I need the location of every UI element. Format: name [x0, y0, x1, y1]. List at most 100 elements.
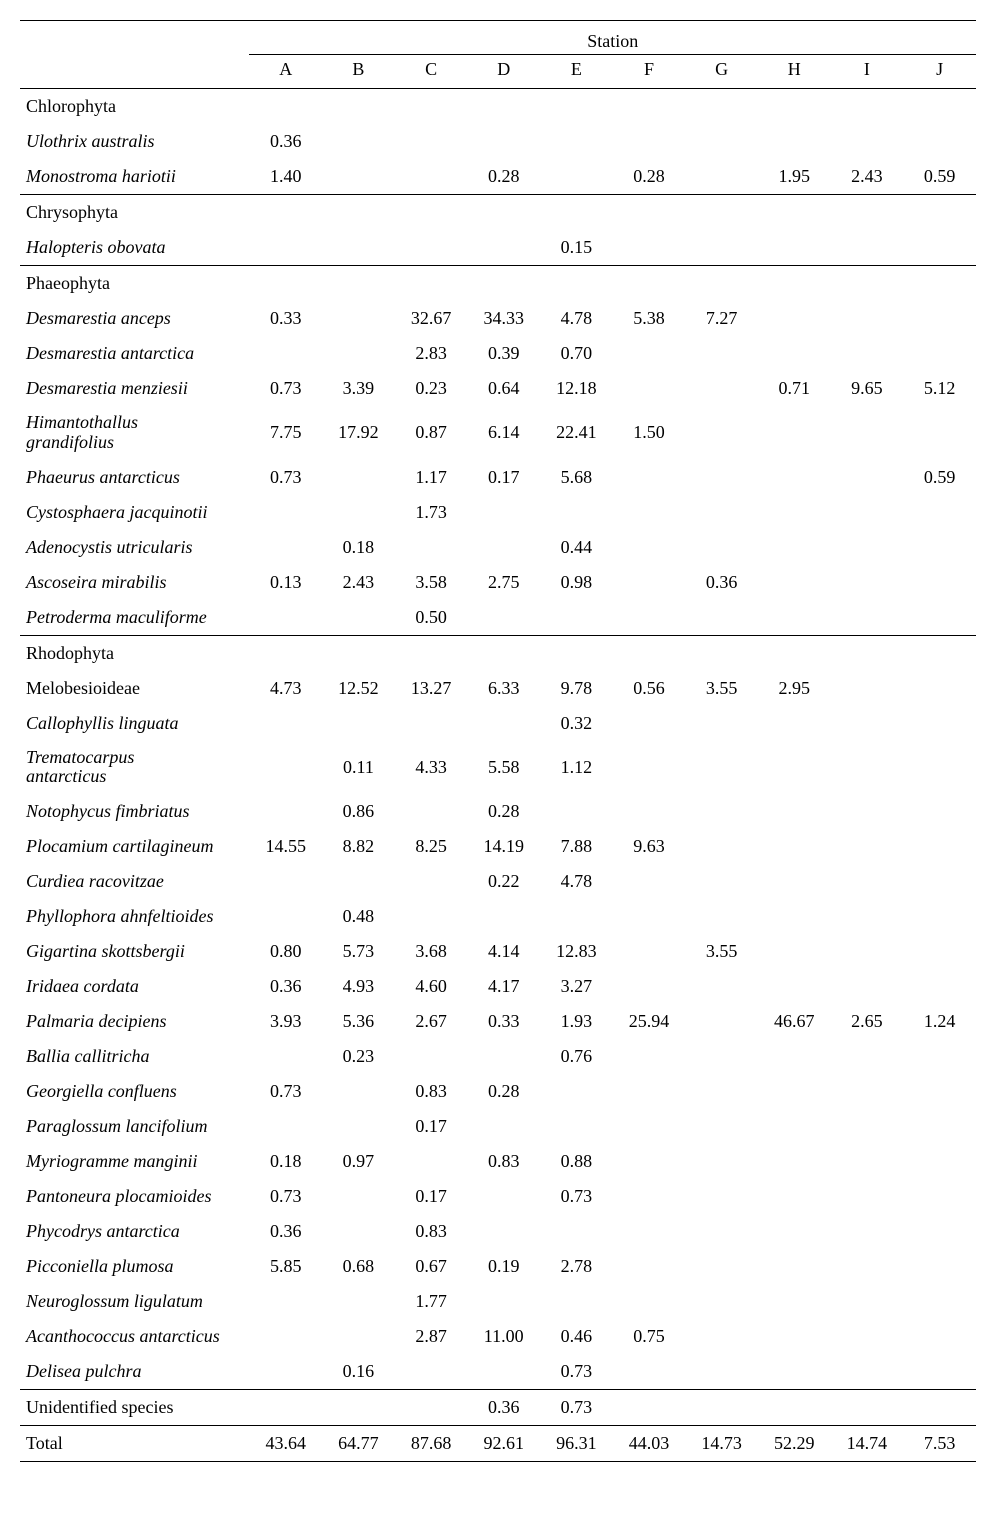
data-cell [613, 371, 686, 406]
data-cell [685, 969, 758, 1004]
species-name: Gigartina skottsbergii [20, 934, 249, 969]
data-cell [831, 406, 904, 460]
data-cell: 0.71 [758, 371, 831, 406]
data-cell [467, 230, 540, 266]
data-cell: 0.36 [685, 565, 758, 600]
col-H: H [758, 55, 831, 89]
data-cell [249, 1039, 322, 1074]
data-cell: 0.59 [903, 460, 976, 495]
data-cell [540, 1214, 613, 1249]
data-cell [831, 460, 904, 495]
header-columns-row: A B C D E F G H I J [20, 55, 976, 89]
data-cell [322, 336, 395, 371]
empty-cell [685, 89, 758, 125]
data-cell [322, 495, 395, 530]
data-cell: 5.12 [903, 371, 976, 406]
data-cell: 3.93 [249, 1004, 322, 1039]
empty-cell [758, 635, 831, 671]
data-cell [249, 864, 322, 899]
data-cell: 0.73 [249, 371, 322, 406]
data-cell [395, 1354, 468, 1390]
data-cell: 13.27 [395, 671, 468, 706]
data-cell [322, 159, 395, 195]
data-cell [758, 1249, 831, 1284]
data-cell [903, 406, 976, 460]
group-label: Rhodophyta [20, 635, 249, 671]
data-cell: 0.44 [540, 530, 613, 565]
data-cell [758, 1179, 831, 1214]
empty-cell [540, 635, 613, 671]
data-cell: 7.27 [685, 301, 758, 336]
empty-cell [613, 635, 686, 671]
data-cell [467, 899, 540, 934]
data-cell [831, 741, 904, 795]
data-cell: 0.15 [540, 230, 613, 266]
data-cell [322, 864, 395, 899]
data-cell [758, 406, 831, 460]
data-cell [685, 794, 758, 829]
data-cell: 14.73 [685, 1426, 758, 1462]
data-cell [467, 124, 540, 159]
data-cell: 3.68 [395, 934, 468, 969]
group-label: Chlorophyta [20, 89, 249, 125]
table-header: Station A B C D E F G H I J [20, 21, 976, 89]
data-cell [758, 230, 831, 266]
species-name: Cystosphaera jacquinotii [20, 495, 249, 530]
data-cell: 4.33 [395, 741, 468, 795]
data-cell: 3.58 [395, 565, 468, 600]
data-cell [831, 1249, 904, 1284]
data-cell [613, 1214, 686, 1249]
empty-cell [831, 195, 904, 231]
data-cell: 0.87 [395, 406, 468, 460]
data-cell [903, 124, 976, 159]
species-name: Ascoseira mirabilis [20, 565, 249, 600]
data-cell [831, 530, 904, 565]
data-cell: 0.64 [467, 371, 540, 406]
header-blank2 [20, 55, 249, 89]
data-cell: 1.12 [540, 741, 613, 795]
data-cell: 2.83 [395, 336, 468, 371]
data-cell [540, 600, 613, 636]
data-cell [685, 1319, 758, 1354]
data-cell: 17.92 [322, 406, 395, 460]
data-cell [540, 1074, 613, 1109]
data-cell [322, 124, 395, 159]
data-cell: 0.76 [540, 1039, 613, 1074]
col-F: F [613, 55, 686, 89]
species-name: Ballia callitricha [20, 1039, 249, 1074]
data-cell: 22.41 [540, 406, 613, 460]
data-cell [831, 1109, 904, 1144]
species-name: Himantothallusgrandifolius [20, 406, 249, 460]
empty-cell [467, 195, 540, 231]
data-cell [903, 1390, 976, 1426]
data-cell: 43.64 [249, 1426, 322, 1462]
data-cell [685, 706, 758, 741]
col-B: B [322, 55, 395, 89]
data-cell [685, 1214, 758, 1249]
data-cell: 0.28 [467, 159, 540, 195]
data-cell: 0.17 [395, 1179, 468, 1214]
data-cell [831, 706, 904, 741]
data-cell: 2.65 [831, 1004, 904, 1039]
data-cell [685, 406, 758, 460]
data-cell [685, 1074, 758, 1109]
data-cell: 0.46 [540, 1319, 613, 1354]
species-name: Paraglossum lancifolium [20, 1109, 249, 1144]
data-cell [613, 230, 686, 266]
data-cell [395, 1144, 468, 1179]
data-cell [903, 1039, 976, 1074]
data-cell: 0.88 [540, 1144, 613, 1179]
data-cell [831, 899, 904, 934]
data-cell [322, 1179, 395, 1214]
data-cell [903, 1144, 976, 1179]
species-name: Pantoneura plocamioides [20, 1179, 249, 1214]
data-cell [903, 706, 976, 741]
empty-cell [758, 266, 831, 302]
data-cell: 4.93 [322, 969, 395, 1004]
data-cell: 2.43 [322, 565, 395, 600]
data-cell: 0.73 [540, 1179, 613, 1214]
empty-cell [613, 195, 686, 231]
data-cell [395, 706, 468, 741]
data-cell [322, 1390, 395, 1426]
data-cell [685, 829, 758, 864]
